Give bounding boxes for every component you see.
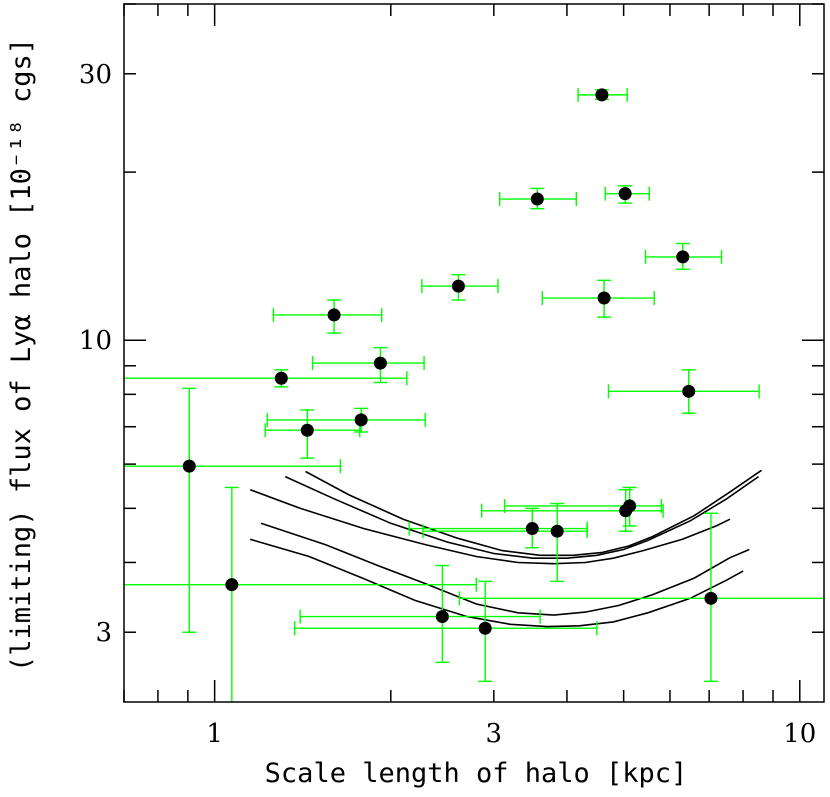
data-point-16 [525, 522, 539, 536]
model-curve-3 [249, 488, 731, 565]
x-tick-label: 10 [783, 719, 816, 749]
data-point-17 [550, 524, 564, 538]
data-point-18 [225, 578, 239, 592]
data-point-20 [435, 610, 449, 624]
data-point-12 [300, 423, 314, 437]
error-bar-20 [299, 564, 541, 664]
data-point-9 [274, 371, 288, 385]
data-point-11 [354, 413, 368, 427]
error-bar-14 [503, 486, 663, 527]
data-point-3 [530, 192, 544, 206]
data-point-6 [597, 291, 611, 305]
model-curves [249, 469, 762, 628]
y-tick-label: 30 [79, 60, 112, 90]
data-point-7 [327, 308, 341, 322]
data-point-8 [373, 356, 387, 370]
y-axis-label: (limiting) flux of Lyα halo [10⁻¹⁸ cgs] [6, 38, 37, 672]
error-bar-21 [293, 580, 598, 683]
data-point-15 [619, 504, 633, 518]
data-point-2 [618, 187, 632, 201]
error-bar-18 [124, 486, 477, 702]
y-tick-label: 3 [95, 618, 112, 648]
x-axis-label: Scale length of halo [kpc] [265, 758, 688, 789]
x-tick-label: 1 [206, 719, 223, 749]
data-point-10 [682, 384, 696, 398]
model-curve-2 [305, 469, 762, 557]
error-bar-15 [480, 488, 664, 532]
error-bar-13 [124, 387, 342, 633]
data-point-5 [451, 279, 465, 293]
tick-labels: 1 3 10 3 10 30 [79, 60, 816, 749]
error-bar-7 [272, 299, 383, 334]
error-bar-19 [458, 512, 824, 683]
data-point-19 [704, 591, 718, 605]
plot-frame [123, 3, 825, 703]
error-bar-2 [604, 185, 650, 204]
data-points [182, 88, 718, 635]
error-bar-9 [124, 369, 408, 388]
model-curve-4 [249, 538, 744, 628]
x-tick-label: 3 [486, 719, 503, 749]
data-point-1 [595, 88, 609, 102]
axis-ticks [123, 3, 824, 702]
model-curve-5 [260, 522, 750, 616]
error-bar-11 [266, 407, 426, 433]
data-point-4 [676, 250, 690, 264]
error-bars [124, 87, 824, 702]
data-point-21 [478, 621, 492, 635]
data-point-13 [182, 459, 196, 473]
y-tick-label: 10 [79, 326, 112, 356]
model-curve-1 [284, 475, 759, 560]
